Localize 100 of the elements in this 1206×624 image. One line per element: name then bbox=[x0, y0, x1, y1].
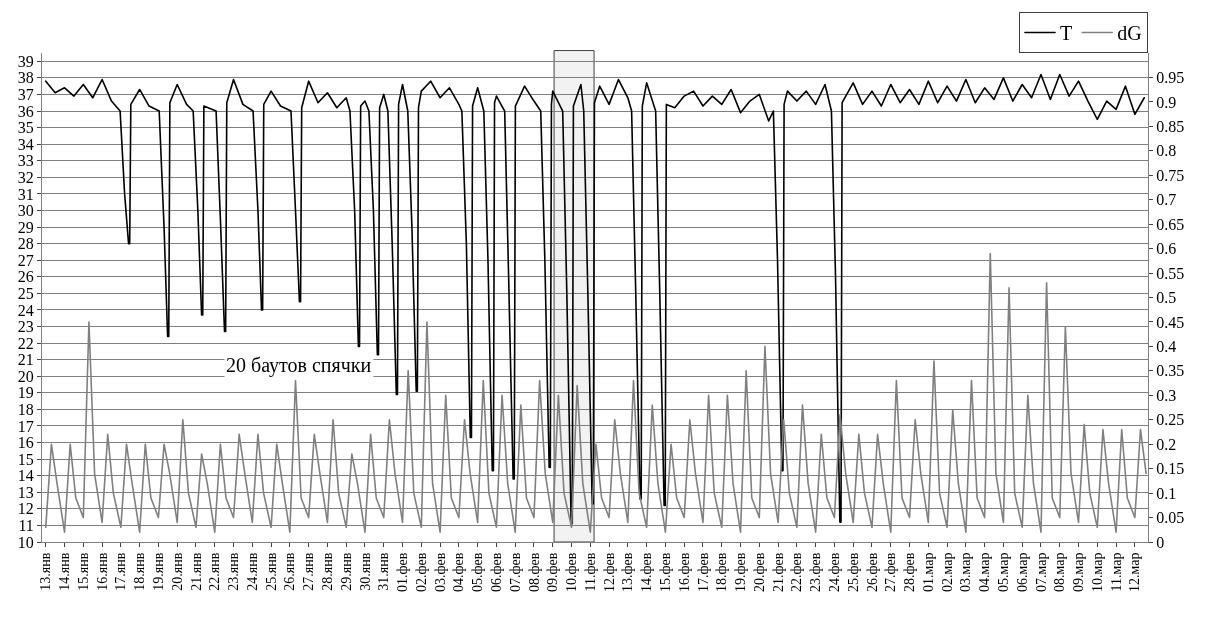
x-tick-label: 18.янв bbox=[132, 552, 148, 591]
y-tick-label: 16 bbox=[17, 434, 34, 452]
y2-tick-label: 0.7 bbox=[1156, 191, 1177, 209]
x-tick-label: 13.янв bbox=[38, 552, 54, 591]
x-tick-label: 28.фев bbox=[902, 552, 918, 593]
y-tick-label: 24 bbox=[17, 301, 34, 319]
y-tick-label: 17 bbox=[17, 417, 34, 435]
x-tick-label: 03.фев bbox=[432, 552, 448, 593]
y2-tick-label: 0.75 bbox=[1156, 166, 1185, 184]
x-tick-label: 18.фев bbox=[714, 552, 730, 593]
y2-tick-label: 0.9 bbox=[1156, 93, 1177, 111]
y2-tick-label: 0.05 bbox=[1156, 509, 1185, 527]
y2-tick-label: 0.4 bbox=[1156, 338, 1177, 355]
x-tick-label: 22.фев bbox=[789, 552, 805, 593]
y-tick-label: 25 bbox=[17, 284, 34, 302]
y-tick-label: 19 bbox=[17, 384, 34, 402]
x-tick-label: 16.фев bbox=[676, 552, 692, 593]
y-tick-label: 33 bbox=[17, 152, 34, 170]
x-tick-label: 25.фев bbox=[845, 552, 861, 593]
x-tick-label: 07.фев bbox=[507, 552, 523, 593]
y-tick-label: 21 bbox=[17, 351, 34, 369]
x-tick-label: 27.янв bbox=[301, 552, 317, 591]
x-tick-label: 22.янв bbox=[207, 552, 223, 591]
y-tick-label: 32 bbox=[17, 168, 34, 186]
y2-tick-label: 0.15 bbox=[1156, 460, 1185, 478]
x-tick-label: 25.янв bbox=[263, 552, 279, 591]
x-tick-label: 21.янв bbox=[188, 552, 204, 591]
y2-tick-label: 0.45 bbox=[1156, 313, 1185, 331]
y2-tick-label: 0 bbox=[1156, 533, 1165, 551]
x-tick-label: 14.фев bbox=[639, 552, 655, 593]
legend-label: dG bbox=[1117, 22, 1142, 45]
x-tick-label: 20.фев bbox=[751, 552, 767, 593]
y-tick-label: 28 bbox=[17, 235, 34, 253]
y2-tick-label: 0.2 bbox=[1156, 435, 1177, 453]
x-tick-label: 10.фев bbox=[564, 552, 580, 593]
y-tick-label: 12 bbox=[17, 500, 34, 518]
y-tick-label: 36 bbox=[17, 102, 34, 120]
x-tick-label: 24.янв bbox=[244, 552, 260, 591]
y-tick-label: 39 bbox=[17, 52, 34, 70]
y-tick-label: 37 bbox=[17, 86, 34, 104]
x-tick-label: 10.мар bbox=[1089, 552, 1105, 593]
x-tick-label: 20.янв bbox=[169, 552, 185, 591]
y-tick-label: 26 bbox=[17, 268, 34, 286]
x-tick-label: 16.янв bbox=[94, 552, 110, 591]
x-tick-label: 11.фев bbox=[582, 552, 598, 592]
x-tick-label: 26.фев bbox=[864, 552, 880, 593]
x-tick-label: 09.фев bbox=[545, 552, 561, 593]
y-tick-label: 13 bbox=[17, 483, 34, 501]
x-tick-label: 17.янв bbox=[113, 552, 129, 591]
x-tick-label: 23.фев bbox=[808, 552, 824, 593]
x-tick-label: 31.янв bbox=[376, 552, 392, 591]
x-tick-label: 06.фев bbox=[488, 552, 504, 593]
x-tick-label: 01.фев bbox=[395, 552, 411, 593]
x-tick-label: 09.мар bbox=[1071, 552, 1087, 593]
x-tick-label: 05.мар bbox=[995, 552, 1011, 593]
y-tick-label: 14 bbox=[17, 467, 34, 485]
x-tick-label: 07.мар bbox=[1033, 552, 1049, 593]
x-tick-label: 04.фев bbox=[451, 552, 467, 593]
y2-tick-label: 0.1 bbox=[1156, 484, 1177, 502]
annotation: 20 баутов спячки bbox=[226, 354, 372, 377]
x-tick-label: 02.фев bbox=[413, 552, 429, 593]
x-tick-label: 30.янв bbox=[357, 552, 373, 591]
y-tick-label: 29 bbox=[17, 218, 34, 236]
x-tick-label: 05.фев bbox=[470, 552, 486, 593]
y2-tick-label: 0.5 bbox=[1156, 289, 1177, 307]
y2-tick-label: 0.65 bbox=[1156, 215, 1185, 233]
x-tick-label: 08.мар bbox=[1052, 552, 1068, 593]
x-tick-label: 17.фев bbox=[695, 552, 711, 593]
x-tick-label: 29.янв bbox=[338, 552, 354, 591]
y2-tick-label: 0.55 bbox=[1156, 264, 1185, 282]
x-tick-label: 19.фев bbox=[733, 552, 749, 593]
y-tick-label: 38 bbox=[17, 69, 34, 87]
x-tick-label: 14.янв bbox=[57, 552, 73, 591]
x-tick-label: 28.янв bbox=[319, 552, 335, 591]
y-tick-label: 10 bbox=[17, 533, 34, 551]
x-tick-label: 26.янв bbox=[282, 552, 298, 591]
y-tick-label: 15 bbox=[17, 450, 34, 468]
x-tick-label: 12.фев bbox=[601, 552, 617, 593]
x-tick-label: 03.мар bbox=[958, 552, 974, 593]
x-tick-label: 13.фев bbox=[620, 552, 636, 593]
y2-tick-label: 0.8 bbox=[1156, 142, 1177, 160]
y-tick-label: 27 bbox=[17, 251, 34, 269]
y2-tick-label: 0.35 bbox=[1156, 362, 1185, 380]
x-tick-label: 21.фев bbox=[770, 552, 786, 593]
y-tick-label: 23 bbox=[17, 318, 34, 336]
y-tick-label: 35 bbox=[17, 119, 34, 137]
x-tick-label: 23.янв bbox=[226, 552, 242, 591]
y-tick-label: 34 bbox=[17, 135, 34, 153]
x-tick-label: 15.фев bbox=[657, 552, 673, 593]
y-tick-label: 11 bbox=[18, 517, 34, 535]
x-tick-label: 12.мар bbox=[1127, 552, 1143, 593]
y2-tick-label: 0.95 bbox=[1156, 69, 1185, 87]
y-tick-label: 31 bbox=[17, 185, 34, 203]
x-tick-label: 24.фев bbox=[826, 552, 842, 593]
x-tick-label: 06.мар bbox=[1014, 552, 1030, 593]
x-tick-label: 08.фев bbox=[526, 552, 542, 593]
y2-tick-label: 0.3 bbox=[1156, 386, 1177, 404]
y2-tick-label: 0.6 bbox=[1156, 240, 1177, 258]
x-tick-label: 04.мар bbox=[977, 552, 993, 593]
x-tick-label: 11.мар bbox=[1108, 552, 1124, 592]
